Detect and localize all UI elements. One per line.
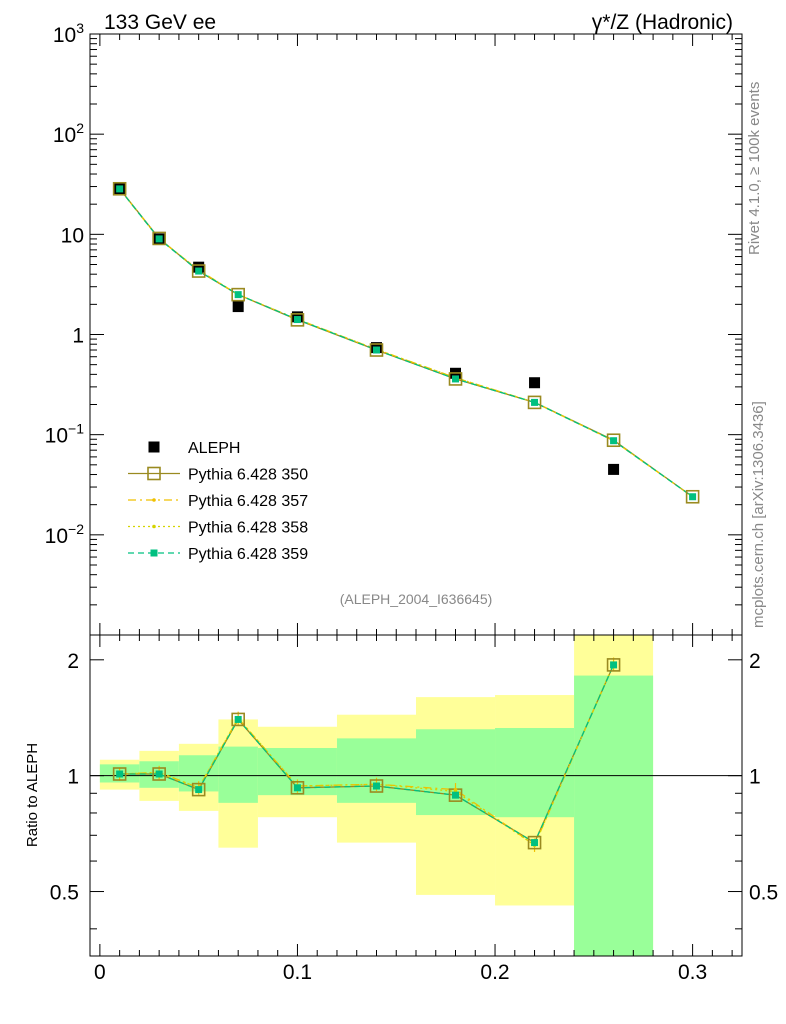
legend-marker-data [148,441,160,453]
ratio-point-0 [231,712,245,727]
ratio-point-3 [116,770,124,778]
ratio-point-0 [290,781,305,795]
band-green-5 [336,738,416,803]
mc-point-1 [290,313,305,327]
ratio-point-3 [452,791,460,799]
header-left: 133 GeV ee [104,11,216,34]
legend-marker-4 [150,549,158,557]
ratio-series [112,657,621,852]
ratio-point-0 [606,658,621,672]
ratio-point-0 [369,779,384,793]
x-tick-label: 0.1 [283,961,312,984]
data-point [608,463,620,475]
data-point [529,377,541,389]
ratio-uncertainty-bands [99,635,654,956]
mc-point-4 [116,185,124,193]
main-line-3 [119,188,693,498]
mc-point-4 [610,437,618,445]
mc-point-1 [369,343,384,357]
mc-point-4 [155,235,163,243]
legend-marker-2 [152,498,156,502]
ratio-point-3 [610,661,618,669]
band-green-6 [416,729,496,816]
ratio-point-3 [234,715,242,723]
mc-point-1 [152,231,166,246]
legend-label: Pythia 6.428 357 [188,493,308,510]
ratio-point-0 [527,835,542,850]
legend-marker-3 [152,524,156,529]
legend-label: Pythia 6.428 350 [188,467,308,484]
band-green-7 [495,728,575,818]
ratio-point-3 [155,770,163,778]
band-green-8 [574,675,654,956]
main-line-4 [119,188,693,498]
y-tick-label: 1 [72,325,84,348]
mc-point-4 [293,316,301,324]
axis-tick-labels: 10−2 10−1 1 10 102 103 0.5 0.5 1 1 2 2 0 0.1 0.2 0.3 [45,20,779,984]
mc-point-4 [195,267,203,275]
x-tick-label: 0 [94,961,106,984]
rivet-label: Rivet 4.1.0, ≥ 100k events [746,82,763,255]
x-tick-label: 0.3 [678,961,707,984]
mc-point-1 [527,395,542,410]
ratio-y-tick-label-left: 2 [67,650,79,673]
ratio-point-3 [195,786,203,794]
mc-point-4 [689,493,697,501]
legend-marker-1 [147,466,161,481]
data-point [232,301,244,313]
band-green-3 [218,746,258,803]
ratio-ylabel: Ratio to ALEPH [24,743,41,847]
ratio-point-3 [531,839,539,847]
main-frame [89,33,743,636]
ratio-point-0 [112,767,127,781]
y-tick-label: 102 [53,120,84,147]
y-tick-label: 10−2 [45,521,85,548]
y-tick-label: 10 [61,224,84,247]
y-tick-label: 103 [53,20,84,47]
ratio-y-tick-label-right: 2 [749,650,761,673]
mc-point-1 [112,181,127,196]
mc-point-1 [231,287,245,302]
mc-point-4 [452,375,460,383]
mc-point-1 [448,372,463,386]
ratio-point-0 [191,782,206,797]
legend-label: Pythia 6.428 359 [188,546,308,563]
ratio-y-tick-label-right: 1 [749,766,761,789]
analysis-id: (ALEPH_2004_I636645) [340,591,493,607]
x-tick-label: 0.2 [480,961,509,984]
y-tick-label: 10−1 [45,421,85,448]
ratio-y-tick-label-left: 0.5 [50,882,79,905]
legend: ALEPH Pythia 6.428 350 Pythia 6.428 357 Pyt… [128,440,308,563]
main-series [112,181,700,504]
mc-point-1 [191,264,206,278]
axis-ticks [90,34,742,956]
ratio-point-3 [372,782,380,790]
mc-point-4 [234,291,242,299]
header-right: γ*/Z (Hadronic) [592,11,733,34]
legend-label: ALEPH [188,440,240,457]
data-point [193,261,205,273]
mc-point-4 [372,346,380,354]
legend-label: Pythia 6.428 358 [188,520,308,537]
ratio-y-tick-label-right: 0.5 [749,882,778,905]
source-label: mcplots.cern.ch [arXiv:1306.3436] [750,401,767,628]
ratio-point-0 [152,767,166,781]
ratio-y-tick-label-left: 1 [67,766,79,789]
ratio-point-3 [293,784,301,792]
mc-point-4 [531,398,539,406]
mc-point-1 [685,489,700,504]
mc-point-1 [606,433,621,448]
